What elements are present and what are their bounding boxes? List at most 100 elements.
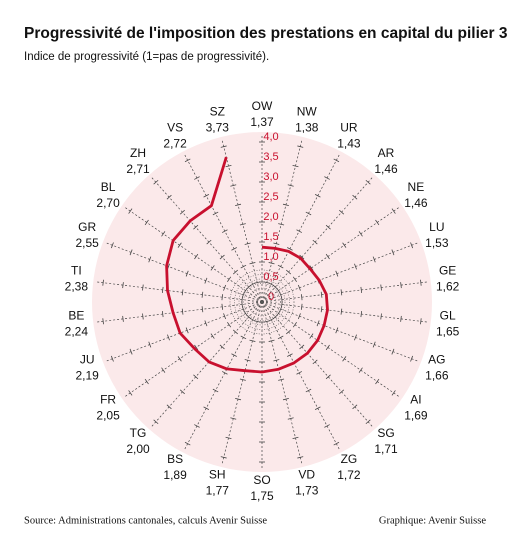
spoke-tick xyxy=(142,313,144,320)
spoke-tick xyxy=(292,436,299,440)
spoke-tick xyxy=(297,284,301,291)
spoke-tick xyxy=(221,371,228,375)
spoke-tick xyxy=(292,276,297,282)
spoke-tick xyxy=(210,265,215,271)
spoke-tick xyxy=(305,211,312,216)
spoke-tick xyxy=(230,417,237,420)
spoke-tick xyxy=(142,284,144,291)
category-label: SZ xyxy=(210,105,225,119)
spoke-tick xyxy=(144,378,149,385)
spoke-tick xyxy=(128,208,133,214)
spoke-tick xyxy=(221,294,224,301)
chart-subtitle: Indice de progressivité (1=pas de progre… xyxy=(24,51,269,63)
spoke-tick xyxy=(166,404,172,410)
spoke-tick xyxy=(292,322,297,328)
spoke-tick xyxy=(335,327,339,334)
y-tick-label: 1,5 xyxy=(263,231,278,243)
spoke-tick xyxy=(249,339,256,342)
spoke-tick xyxy=(212,211,219,216)
spoke-tick xyxy=(232,329,238,335)
value-label: 1,53 xyxy=(425,236,449,250)
spoke-tick xyxy=(420,318,422,325)
spoke-tick xyxy=(391,249,395,256)
spoke-tick xyxy=(273,359,280,362)
value-label: 1,46 xyxy=(374,162,398,176)
spoke-tick xyxy=(273,242,280,245)
spoke-tick xyxy=(231,247,237,251)
spoke-tick xyxy=(179,209,185,215)
spoke-tick xyxy=(297,313,301,320)
spoke-tick xyxy=(184,441,191,446)
spoke-tick xyxy=(365,179,371,185)
category-label: FR xyxy=(100,392,116,406)
category-label: LU xyxy=(429,220,444,234)
spoke-tick xyxy=(221,303,224,310)
value-label: 1,73 xyxy=(295,484,319,498)
spoke-tick xyxy=(300,294,303,301)
spoke-tick xyxy=(268,339,275,342)
spoke-tick xyxy=(314,193,321,198)
spoke-tick xyxy=(193,224,199,230)
spoke-tick xyxy=(110,242,114,249)
spoke-tick xyxy=(203,193,210,198)
category-label: VD xyxy=(298,468,315,482)
spoke-tick xyxy=(219,344,225,350)
value-label: 1,71 xyxy=(374,442,398,456)
spoke-tick xyxy=(299,344,305,350)
spoke-tick xyxy=(194,424,200,428)
category-label: VS xyxy=(167,121,183,135)
spoke-tick xyxy=(249,262,256,265)
category-label: BL xyxy=(101,180,116,194)
spoke-tick xyxy=(201,306,204,313)
value-label: 1,72 xyxy=(337,468,361,482)
spoke-tick xyxy=(203,406,210,411)
spoke-tick xyxy=(375,378,380,385)
value-label: 1,69 xyxy=(404,408,428,422)
spoke-tick xyxy=(220,456,227,459)
spoke-tick xyxy=(380,313,382,320)
spoke-tick xyxy=(410,355,414,362)
spoke-tick xyxy=(339,209,345,215)
category-label: ZG xyxy=(341,452,358,466)
chart-title: Progressivité de l'imposition des presta… xyxy=(24,25,508,42)
spoke-tick xyxy=(161,311,164,318)
value-label: 2,05 xyxy=(96,408,120,422)
spoke-tick xyxy=(342,242,347,248)
spoke-tick xyxy=(380,284,382,291)
category-label: SO xyxy=(253,473,270,487)
spoke-tick xyxy=(400,282,402,289)
spoke-tick xyxy=(292,164,299,168)
spoke-tick xyxy=(185,327,189,334)
spoke-tick xyxy=(235,203,242,207)
spoke-tick xyxy=(358,231,363,237)
spoke-tick xyxy=(223,313,227,320)
spoke-tick xyxy=(365,419,371,425)
value-label: 1,46 xyxy=(404,196,428,210)
value-label: 1,37 xyxy=(250,115,274,129)
spoke-tick xyxy=(296,229,303,233)
value-label: 2,70 xyxy=(96,196,120,210)
spoke-tick xyxy=(227,322,232,328)
spoke-tick xyxy=(167,334,170,341)
spoke-tick xyxy=(225,436,232,440)
value-label: 2,24 xyxy=(65,325,89,339)
spoke-tick xyxy=(325,344,330,351)
spoke-tick xyxy=(287,417,294,420)
spoke-tick xyxy=(204,320,208,327)
spoke-tick xyxy=(110,355,114,362)
spoke-tick xyxy=(277,264,284,269)
category-label: TG xyxy=(130,426,147,440)
spoke-tick xyxy=(194,176,200,180)
value-label: 1,43 xyxy=(337,137,361,151)
spoke-tick xyxy=(333,441,340,446)
spoke-tick xyxy=(235,397,242,401)
value-label: 2,55 xyxy=(75,236,99,250)
spoke-tick xyxy=(181,289,184,296)
spoke-tick xyxy=(184,158,191,163)
category-label: AG xyxy=(428,352,445,366)
spoke-tick xyxy=(391,390,396,396)
spoke-tick xyxy=(335,270,339,277)
spoke-tick xyxy=(122,315,124,322)
spoke-tick xyxy=(314,406,321,411)
y-tick-label: 1,0 xyxy=(263,251,278,263)
